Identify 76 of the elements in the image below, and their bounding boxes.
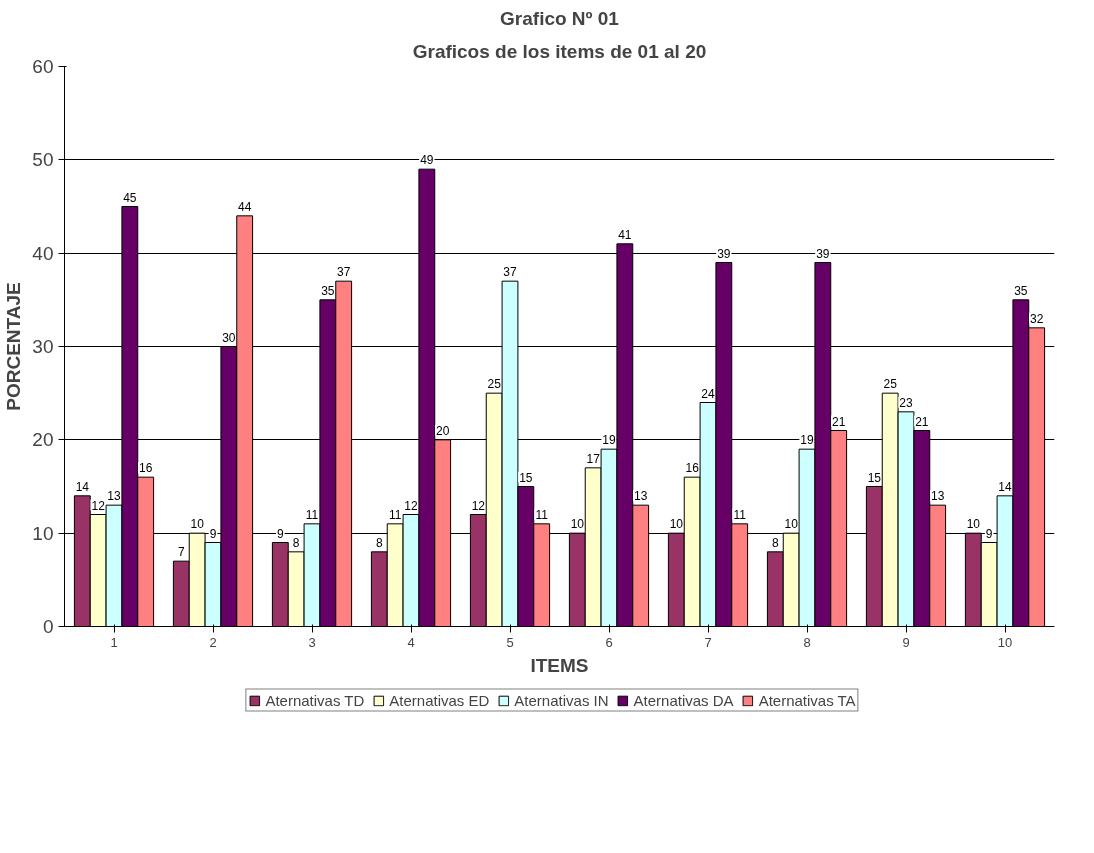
data-label: 21 <box>832 414 846 429</box>
x-tick-label: 10 <box>997 634 1013 650</box>
data-label: 10 <box>784 517 799 532</box>
x-tick-label: 4 <box>407 634 415 650</box>
data-label: 44 <box>238 199 252 214</box>
x-tick-label: 7 <box>704 634 712 650</box>
legend-label: Aternativas ED <box>389 691 490 709</box>
data-label: 14 <box>998 479 1012 494</box>
data-label: 25 <box>883 377 898 392</box>
y-tick-label: 10 <box>32 522 54 544</box>
data-label: 21 <box>915 414 929 429</box>
data-label: 8 <box>292 535 300 550</box>
data-label: 12 <box>471 498 486 513</box>
chart-title: Grafico Nº 01 <box>500 7 620 29</box>
legend-label: Aternativas DA <box>633 691 734 709</box>
x-tick-label: 8 <box>803 634 811 650</box>
data-label: 8 <box>375 535 383 550</box>
data-label: 32 <box>1030 311 1044 326</box>
data-label: 12 <box>91 498 106 513</box>
data-label: 10 <box>570 517 585 532</box>
data-label: 35 <box>321 283 335 298</box>
data-label: 37 <box>503 265 517 280</box>
data-label: 19 <box>800 433 814 448</box>
x-tick-label: 6 <box>605 634 613 650</box>
data-label: 10 <box>966 517 981 532</box>
chart-subtitle: Graficos de los items de 01 al 20 <box>412 40 707 62</box>
data-label: 35 <box>1014 283 1028 298</box>
data-label: 11 <box>733 507 747 522</box>
data-label: 13 <box>107 489 121 504</box>
data-label: 15 <box>867 470 882 485</box>
data-label: 13 <box>634 489 648 504</box>
legend-label: Aternativas TD <box>265 691 365 709</box>
data-label: 10 <box>669 517 684 532</box>
data-label: 49 <box>420 153 434 168</box>
data-label: 37 <box>337 265 351 280</box>
y-tick-label: 30 <box>32 336 54 357</box>
data-label: 25 <box>487 377 502 392</box>
y-tick-label: 20 <box>32 429 54 451</box>
data-label: 7 <box>177 545 185 560</box>
data-label: 9 <box>209 526 217 541</box>
legend-label: Aternativas IN <box>514 691 609 709</box>
y-axis-title: PORCENTAJE <box>3 282 25 411</box>
data-label: 8 <box>771 535 779 550</box>
data-label: 39 <box>816 246 830 261</box>
data-label: 45 <box>123 190 137 205</box>
data-label: 9 <box>276 526 284 541</box>
y-tick-label: 40 <box>32 242 54 264</box>
x-tick-label: 2 <box>209 634 217 650</box>
data-label: 16 <box>139 461 153 476</box>
data-label: 15 <box>519 470 533 485</box>
data-label: 11 <box>535 507 549 522</box>
x-tick-label: 5 <box>506 634 514 650</box>
data-label: 11 <box>305 507 319 522</box>
data-label: 23 <box>899 395 913 410</box>
data-label: 39 <box>717 246 731 261</box>
data-label: 17 <box>586 451 601 466</box>
data-label: 12 <box>404 498 418 513</box>
y-tick-label: 0 <box>42 616 54 637</box>
data-label: 19 <box>602 433 616 448</box>
data-label: 30 <box>222 330 236 345</box>
x-tick-label: 3 <box>308 634 316 650</box>
x-tick-label: 1 <box>110 634 118 650</box>
data-label: 41 <box>618 227 632 242</box>
x-axis-title: ITEMS <box>530 654 589 676</box>
y-tick-label: 50 <box>32 149 54 171</box>
x-tick-label: 9 <box>902 634 910 650</box>
data-label: 13 <box>931 489 945 504</box>
data-label: 20 <box>436 423 450 438</box>
data-label: 10 <box>190 517 205 532</box>
data-label: 11 <box>388 507 402 522</box>
legend-label: Aternativas TA <box>758 691 856 709</box>
data-label: 9 <box>985 526 993 541</box>
data-label: 16 <box>685 461 700 476</box>
y-tick-label: 60 <box>32 56 54 77</box>
data-label: 24 <box>701 386 715 401</box>
data-label: 14 <box>75 479 90 494</box>
